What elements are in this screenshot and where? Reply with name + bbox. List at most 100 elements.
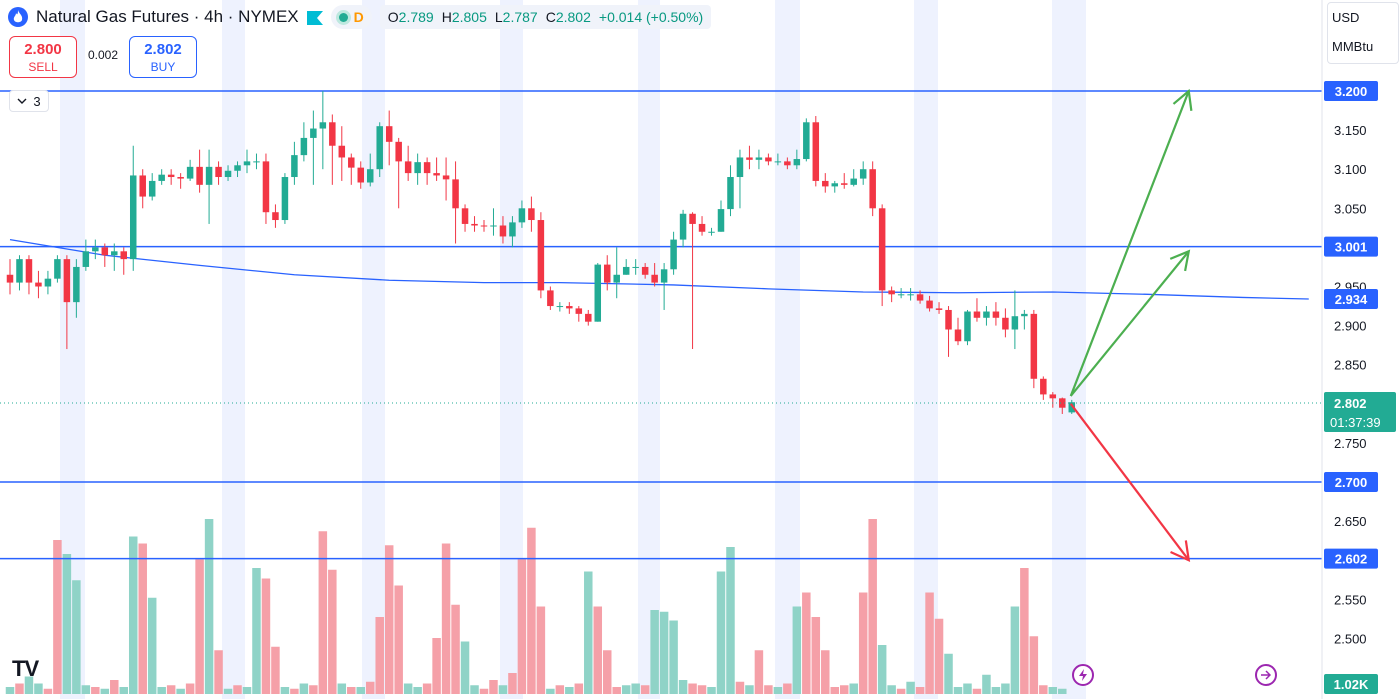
- session-band: [775, 0, 800, 699]
- volume-bar: [451, 604, 460, 694]
- indicators-toggle-button[interactable]: 3: [9, 90, 49, 112]
- candle-body: [92, 247, 99, 252]
- volume-bar: [252, 568, 261, 694]
- volume-bar: [413, 687, 422, 694]
- volume-bar: [147, 597, 157, 694]
- candle-body: [243, 161, 251, 166]
- candle-body: [281, 177, 289, 221]
- candle-body: [509, 222, 516, 237]
- volume-bar: [735, 681, 745, 694]
- candle-body: [765, 157, 772, 162]
- close-label: C: [545, 9, 556, 25]
- volume-bar: [460, 641, 470, 694]
- volume-bar: [470, 685, 479, 694]
- candle-body: [926, 300, 933, 309]
- volume-bar: [384, 545, 394, 694]
- candle-body: [935, 308, 943, 310]
- candle-body: [338, 145, 346, 158]
- candle-body: [158, 174, 165, 181]
- low-value: 2.787: [502, 9, 538, 25]
- flame-icon: [8, 7, 28, 27]
- candle-body: [186, 166, 194, 179]
- candle-body: [490, 225, 497, 227]
- volume-bar: [527, 527, 536, 694]
- candle-body: [566, 306, 573, 309]
- symbol-title[interactable]: Natural Gas Futures · 4h · NYMEX: [36, 7, 299, 26]
- candle-body: [348, 157, 355, 168]
- candle-body: [622, 266, 630, 275]
- candle-body: [831, 183, 839, 187]
- volume-bar: [650, 610, 659, 694]
- volume-bar: [43, 688, 53, 694]
- volume-bar: [697, 685, 707, 694]
- volume-bar: [290, 688, 299, 694]
- currency-selector[interactable]: USD: [1332, 10, 1360, 25]
- lightning-circle-button[interactable]: [1072, 664, 1094, 686]
- candle-body: [632, 266, 639, 268]
- volume-bar: [1048, 687, 1058, 694]
- market-open-dot-icon: [338, 12, 348, 22]
- volume-bar: [678, 680, 688, 694]
- candle-body: [224, 170, 232, 178]
- volume-bar: [811, 617, 821, 694]
- candle-body: [594, 264, 602, 322]
- volume-bar: [318, 531, 328, 694]
- candle-body: [945, 309, 952, 330]
- candle-body: [793, 159, 801, 166]
- volume-bar: [242, 687, 252, 694]
- price-tick-label: 2.500: [1334, 631, 1367, 646]
- candle-body: [964, 311, 971, 342]
- sell-button[interactable]: 2.800 SELL: [9, 36, 77, 78]
- candle-body: [1068, 402, 1076, 413]
- volume-bar: [821, 650, 830, 694]
- lightning-icon[interactable]: [306, 10, 323, 25]
- unit-selector[interactable]: MMBtu: [1332, 39, 1374, 54]
- candle-body: [111, 251, 118, 256]
- volume-bar: [906, 681, 915, 694]
- candle-body: [1011, 316, 1019, 330]
- candle-body: [878, 208, 886, 291]
- candle-body: [404, 161, 412, 174]
- volume-bar: [72, 580, 81, 694]
- candle-body: [139, 175, 146, 197]
- candlesticks: [6, 91, 1076, 414]
- volume-bar: [830, 687, 840, 694]
- lightning-icon: [1079, 669, 1087, 681]
- candle-body: [698, 223, 706, 232]
- candle-body: [167, 174, 175, 178]
- price-tick-label: 3.100: [1334, 162, 1367, 177]
- candle-body: [82, 251, 90, 267]
- candle-body: [822, 180, 829, 187]
- candle-body: [385, 126, 393, 142]
- last-price-box: [1324, 392, 1396, 432]
- sell-price: 2.800: [24, 40, 62, 58]
- candle-body: [129, 175, 137, 260]
- price-axis-bg: [1322, 0, 1400, 699]
- buy-price: 2.802: [144, 40, 182, 58]
- volume-bar: [584, 571, 593, 694]
- high-label: H: [441, 9, 452, 25]
- candle-body: [859, 169, 867, 179]
- volume-bar: [991, 687, 1001, 694]
- candle-body: [366, 169, 374, 183]
- candle-body: [1021, 313, 1028, 317]
- volume-bar: [517, 559, 527, 694]
- candle-body: [423, 162, 431, 174]
- candle-body: [499, 225, 507, 237]
- candle-body: [613, 274, 620, 283]
- volume-bar: [34, 683, 43, 694]
- tradingview-logo: TV: [12, 656, 39, 681]
- scroll-to-realtime-button[interactable]: [1255, 664, 1277, 686]
- volume-bar: [138, 543, 147, 694]
- market-status-pill[interactable]: D: [330, 5, 372, 29]
- volume-bar: [659, 611, 669, 694]
- candle-body: [660, 269, 668, 283]
- volume-bar: [1001, 683, 1010, 694]
- volume-bar: [1020, 568, 1029, 694]
- candle-body: [803, 122, 810, 160]
- volume-bar: [792, 606, 802, 694]
- buy-button[interactable]: 2.802 BUY: [129, 36, 197, 78]
- forecast-arrow-line: [1069, 250, 1190, 397]
- volume-bar: [128, 536, 138, 694]
